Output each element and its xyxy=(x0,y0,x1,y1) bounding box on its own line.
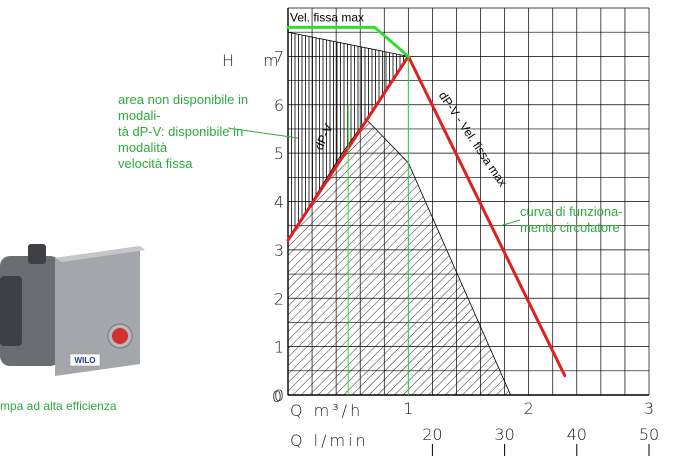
pump-brand-plate xyxy=(69,353,101,367)
y-tick-label: 5 xyxy=(274,144,284,163)
secondary-x-tick-label: 20 xyxy=(422,425,442,444)
x-tick-label: 1 xyxy=(403,399,413,418)
secondary-x-tick-label: 40 xyxy=(567,425,587,444)
y-tick-label: 0 xyxy=(274,386,284,405)
y-tick-label: 1 xyxy=(274,338,284,357)
area-note-line-1: area non disponibile in modali- xyxy=(118,92,249,123)
y-tick-label: 7 xyxy=(274,47,284,66)
curve-note: curva di funziona- mento circolatore xyxy=(520,204,660,236)
x-tick-label: 3 xyxy=(644,399,654,418)
secondary-x-tick-label: 30 xyxy=(494,425,514,444)
secondary-x-axis-label: Q l/min xyxy=(290,431,369,450)
pump-caption: mpa ad alta efficienza xyxy=(0,399,117,413)
x-tick-label: 0 xyxy=(272,387,282,406)
y-tick-label: 2 xyxy=(274,289,284,308)
dpv-right-label: dP-V - Vel. fissa max xyxy=(436,89,510,189)
curve-note-line-2: mento circolatore xyxy=(520,220,620,235)
area-note: area non disponibile in modali- tà dP-V:… xyxy=(118,92,278,172)
y-tick-label: 6 xyxy=(274,96,284,115)
vel-fissa-label: Vel. fissa max xyxy=(290,10,364,24)
x-tick-label: 2 xyxy=(524,399,534,418)
pump-control-box-top xyxy=(55,246,145,262)
secondary-x-tick-label: 50 xyxy=(639,425,659,444)
pump-brand: WILO xyxy=(75,356,96,365)
regions-layer xyxy=(287,31,512,396)
pump-inlet xyxy=(0,276,22,346)
series-line-1 xyxy=(286,25,410,58)
series-layer xyxy=(286,25,567,395)
pump-outlet-top xyxy=(28,244,46,264)
y-axis-label: H m xyxy=(222,51,291,70)
area-note-line-2: tà dP-V: disponibile in modalità xyxy=(118,124,244,155)
y-tick-label: 4 xyxy=(274,193,284,212)
area-note-line-3: velocità fissa xyxy=(118,156,193,171)
curve-note-line-1: curva di funziona- xyxy=(520,204,623,219)
pump-knob xyxy=(112,328,128,344)
y-tick-label: 3 xyxy=(274,241,284,260)
pump-image: WILO xyxy=(0,244,145,376)
x-axis-label: Q m³/h xyxy=(290,401,363,420)
area-note-leader xyxy=(227,127,299,139)
curve-note-leader xyxy=(499,219,521,227)
